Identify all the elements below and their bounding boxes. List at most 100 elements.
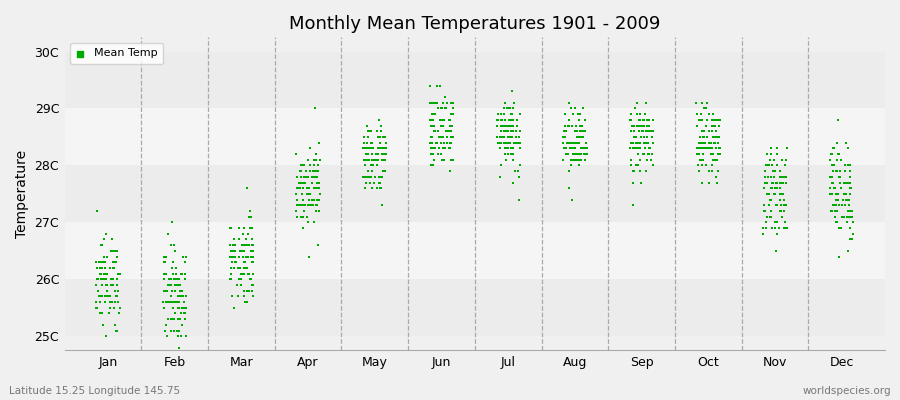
- Point: [826, 185, 841, 191]
- Point: [374, 151, 389, 157]
- Point: [500, 122, 515, 129]
- Point: [506, 156, 520, 163]
- Point: [496, 122, 510, 129]
- Point: [711, 151, 725, 157]
- Point: [289, 191, 303, 197]
- Point: [301, 156, 315, 163]
- Point: [309, 168, 323, 174]
- Point: [706, 117, 720, 123]
- Point: [762, 196, 777, 203]
- Point: [235, 248, 249, 254]
- Point: [290, 196, 304, 203]
- Point: [494, 117, 508, 123]
- Point: [775, 156, 789, 163]
- Point: [245, 242, 259, 248]
- Point: [570, 140, 584, 146]
- Point: [313, 156, 328, 163]
- Point: [442, 117, 456, 123]
- Point: [565, 196, 580, 203]
- Point: [698, 145, 713, 152]
- Point: [562, 122, 576, 129]
- Point: [179, 333, 194, 340]
- Point: [297, 174, 311, 180]
- Point: [498, 100, 512, 106]
- Point: [646, 162, 661, 169]
- Point: [503, 140, 517, 146]
- Point: [302, 202, 316, 208]
- Point: [105, 282, 120, 288]
- Point: [569, 151, 583, 157]
- Point: [500, 140, 515, 146]
- Point: [490, 122, 504, 129]
- Bar: [65, 166, 885, 222]
- Point: [237, 242, 251, 248]
- Point: [305, 196, 320, 203]
- Point: [429, 140, 444, 146]
- Point: [697, 140, 711, 146]
- Point: [624, 111, 638, 117]
- Point: [436, 145, 451, 152]
- Point: [570, 134, 584, 140]
- Point: [108, 288, 122, 294]
- Point: [299, 174, 313, 180]
- Point: [167, 276, 182, 282]
- Point: [90, 276, 104, 282]
- Point: [558, 111, 572, 117]
- Point: [775, 179, 789, 186]
- Point: [575, 134, 590, 140]
- Point: [171, 293, 185, 300]
- Point: [358, 174, 373, 180]
- Point: [293, 168, 308, 174]
- Point: [228, 248, 242, 254]
- Point: [774, 202, 788, 208]
- Point: [436, 122, 450, 129]
- Point: [361, 174, 375, 180]
- Point: [364, 145, 379, 152]
- Point: [838, 168, 852, 174]
- Point: [289, 208, 303, 214]
- Point: [436, 156, 451, 163]
- Point: [431, 151, 446, 157]
- Point: [444, 100, 458, 106]
- Point: [240, 242, 255, 248]
- Point: [837, 214, 851, 220]
- Point: [95, 282, 110, 288]
- Point: [361, 134, 375, 140]
- Point: [702, 111, 716, 117]
- Point: [638, 128, 652, 134]
- Point: [842, 162, 856, 169]
- Point: [104, 282, 118, 288]
- Text: Latitude 15.25 Longitude 145.75: Latitude 15.25 Longitude 145.75: [9, 386, 180, 396]
- Point: [233, 270, 248, 277]
- Point: [760, 162, 774, 169]
- Point: [424, 134, 438, 140]
- Point: [777, 202, 791, 208]
- Point: [644, 128, 659, 134]
- Point: [567, 140, 581, 146]
- Point: [296, 196, 310, 203]
- Point: [424, 151, 438, 157]
- Point: [566, 140, 580, 146]
- Point: [171, 316, 185, 322]
- Point: [558, 134, 572, 140]
- Point: [631, 140, 645, 146]
- Point: [310, 185, 325, 191]
- Point: [312, 208, 327, 214]
- Point: [439, 100, 454, 106]
- Point: [629, 111, 643, 117]
- Point: [500, 156, 514, 163]
- Point: [825, 168, 840, 174]
- Point: [560, 140, 574, 146]
- Point: [103, 310, 117, 317]
- Point: [309, 208, 323, 214]
- Point: [778, 225, 792, 231]
- Point: [713, 145, 727, 152]
- Point: [494, 111, 508, 117]
- Point: [632, 117, 646, 123]
- Point: [580, 145, 594, 152]
- Point: [299, 168, 313, 174]
- Point: [829, 202, 843, 208]
- Point: [240, 253, 255, 260]
- Point: [642, 145, 656, 152]
- Point: [505, 134, 519, 140]
